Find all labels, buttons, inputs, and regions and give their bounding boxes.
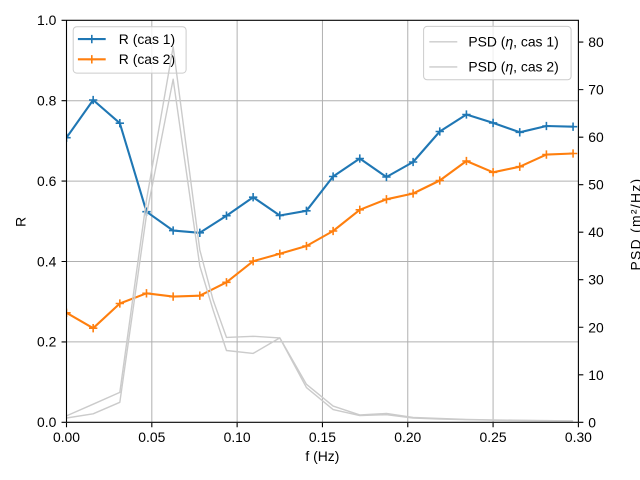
svg-text:0.00: 0.00 bbox=[53, 429, 80, 445]
svg-text:60: 60 bbox=[588, 129, 604, 145]
svg-text:0.8: 0.8 bbox=[37, 93, 57, 109]
svg-text:0.15: 0.15 bbox=[309, 429, 336, 445]
svg-text:R (cas 1): R (cas 1) bbox=[119, 31, 175, 47]
svg-text:0.10: 0.10 bbox=[224, 429, 251, 445]
svg-text:1.0: 1.0 bbox=[37, 12, 57, 28]
svg-text:R (cas 2): R (cas 2) bbox=[119, 51, 175, 67]
svg-text:0.30: 0.30 bbox=[565, 429, 592, 445]
svg-text:f (Hz): f (Hz) bbox=[305, 448, 339, 464]
svg-text:0.25: 0.25 bbox=[480, 429, 507, 445]
svg-text:R: R bbox=[13, 217, 29, 227]
svg-text:0.05: 0.05 bbox=[138, 429, 165, 445]
svg-text:10: 10 bbox=[588, 367, 604, 383]
svg-text:80: 80 bbox=[588, 34, 604, 50]
svg-text:0.6: 0.6 bbox=[37, 173, 57, 189]
svg-text:PSD (η, cas 2): PSD (η, cas 2) bbox=[468, 59, 558, 75]
svg-text:PSD (m²/Hz): PSD (m²/Hz) bbox=[627, 177, 640, 270]
svg-text:70: 70 bbox=[588, 82, 604, 98]
svg-text:0.4: 0.4 bbox=[37, 253, 57, 269]
svg-text:0.0: 0.0 bbox=[37, 414, 57, 430]
svg-text:30: 30 bbox=[588, 272, 604, 288]
svg-text:0.2: 0.2 bbox=[37, 334, 57, 350]
svg-text:50: 50 bbox=[588, 177, 604, 193]
svg-text:PSD (η, cas 1): PSD (η, cas 1) bbox=[468, 34, 558, 50]
svg-text:0.20: 0.20 bbox=[394, 429, 421, 445]
svg-text:20: 20 bbox=[588, 319, 604, 335]
svg-text:40: 40 bbox=[588, 224, 604, 240]
svg-text:0: 0 bbox=[588, 414, 596, 430]
